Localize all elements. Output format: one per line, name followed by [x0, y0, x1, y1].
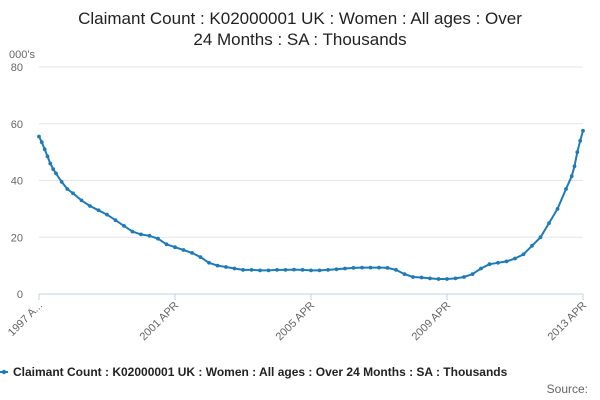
data-point[interactable] [581, 128, 585, 133]
data-point[interactable] [569, 174, 574, 179]
data-point[interactable] [65, 187, 70, 191]
data-point[interactable] [48, 161, 53, 166]
x-tick-label: 2013 APR [546, 300, 590, 344]
data-point[interactable] [59, 180, 64, 184]
data-point[interactable] [368, 265, 373, 270]
data-point[interactable] [39, 140, 44, 145]
data-point[interactable] [105, 212, 109, 217]
data-point[interactable] [385, 266, 390, 270]
y-tick-labels: 0 20 40 60 80 [11, 62, 23, 301]
data-point[interactable] [479, 266, 483, 271]
x-tick-labels: 1997 A... 2001 APR 2005 APR 2009 APR 2013 AP… [6, 294, 589, 343]
data-point[interactable] [428, 276, 432, 281]
x-tick-label: 2009 APR [410, 300, 454, 344]
data-point[interactable] [360, 265, 364, 270]
data-point[interactable] [496, 260, 500, 265]
data-point[interactable] [343, 266, 347, 271]
data-point[interactable] [147, 233, 152, 238]
data-point[interactable] [487, 262, 492, 267]
y-tick-label: 40 [11, 176, 23, 188]
data-point[interactable] [283, 268, 288, 272]
data-point[interactable] [530, 243, 534, 248]
series-layer [37, 128, 585, 281]
data-point[interactable] [79, 198, 84, 203]
data-point[interactable] [258, 268, 262, 273]
data-point[interactable] [190, 251, 194, 255]
chart-title-line-2: 24 Months : SA : Thousands [193, 30, 406, 49]
data-point[interactable] [139, 232, 143, 237]
data-point[interactable] [215, 263, 220, 268]
data-point[interactable] [521, 252, 526, 257]
data-point[interactable] [572, 164, 577, 169]
legend-label: Claimant Count : K02000001 UK : Women : … [13, 365, 508, 379]
legend[interactable]: Claimant Count : K02000001 UK : Women : … [0, 365, 508, 379]
gridlines [39, 66, 583, 295]
source-label: Source: [547, 382, 588, 396]
x-tick-label: 1997 A... [6, 300, 45, 339]
data-point[interactable] [309, 268, 313, 273]
data-point[interactable] [51, 167, 56, 172]
data-point[interactable] [402, 272, 407, 276]
data-point[interactable] [504, 259, 509, 264]
y-tick-label: 0 [17, 289, 23, 301]
x-tick-label: 2005 APR [274, 300, 318, 344]
data-point[interactable] [513, 256, 517, 261]
data-point[interactable] [462, 275, 466, 279]
data-point[interactable] [445, 277, 449, 281]
data-point[interactable] [232, 266, 237, 271]
data-point[interactable] [419, 275, 424, 280]
data-point[interactable] [266, 268, 271, 273]
data-point[interactable] [300, 268, 305, 272]
data-point[interactable] [224, 265, 228, 269]
data-point[interactable] [122, 224, 126, 228]
y-tick-label: 80 [11, 62, 23, 74]
y-tick-label: 20 [11, 232, 23, 244]
data-point[interactable] [292, 267, 296, 272]
data-point[interactable] [42, 147, 47, 152]
data-point[interactable] [334, 267, 339, 272]
data-point[interactable] [113, 218, 118, 223]
data-point[interactable] [538, 235, 543, 240]
data-point[interactable] [88, 204, 92, 208]
data-point[interactable] [470, 272, 475, 276]
data-point[interactable] [547, 221, 551, 226]
y-axis-label: 000's [9, 49, 35, 61]
data-point[interactable] [564, 187, 568, 191]
data-point[interactable] [394, 268, 398, 272]
data-point[interactable] [130, 229, 135, 234]
data-point[interactable] [207, 260, 211, 265]
legend-marker [1, 369, 7, 375]
data-point[interactable] [71, 191, 75, 196]
data-point[interactable] [37, 134, 41, 139]
y-tick-label: 60 [11, 119, 23, 131]
data-point[interactable] [249, 268, 254, 272]
data-point[interactable] [96, 208, 101, 213]
data-point[interactable] [411, 275, 415, 279]
data-point[interactable] [578, 138, 583, 143]
data-point[interactable] [351, 266, 356, 270]
data-point[interactable] [275, 268, 279, 272]
data-point[interactable] [241, 268, 245, 272]
x-tick-label: 2001 APR [138, 300, 182, 344]
data-point[interactable] [575, 150, 580, 155]
data-point[interactable] [555, 207, 560, 211]
chart-title-line-1: Claimant Count : K02000001 UK : Women : … [78, 9, 522, 28]
data-point[interactable] [156, 236, 160, 241]
data-point[interactable] [45, 154, 50, 159]
data-point[interactable] [164, 242, 169, 247]
data-point[interactable] [317, 268, 322, 273]
data-point[interactable] [453, 276, 458, 281]
series-line [38, 130, 584, 280]
data-point[interactable] [326, 268, 330, 272]
data-point[interactable] [377, 265, 381, 270]
data-point[interactable] [173, 245, 177, 250]
data-point[interactable] [181, 248, 186, 252]
data-point[interactable] [198, 255, 203, 259]
data-point[interactable] [436, 277, 441, 281]
data-point[interactable] [54, 171, 58, 176]
